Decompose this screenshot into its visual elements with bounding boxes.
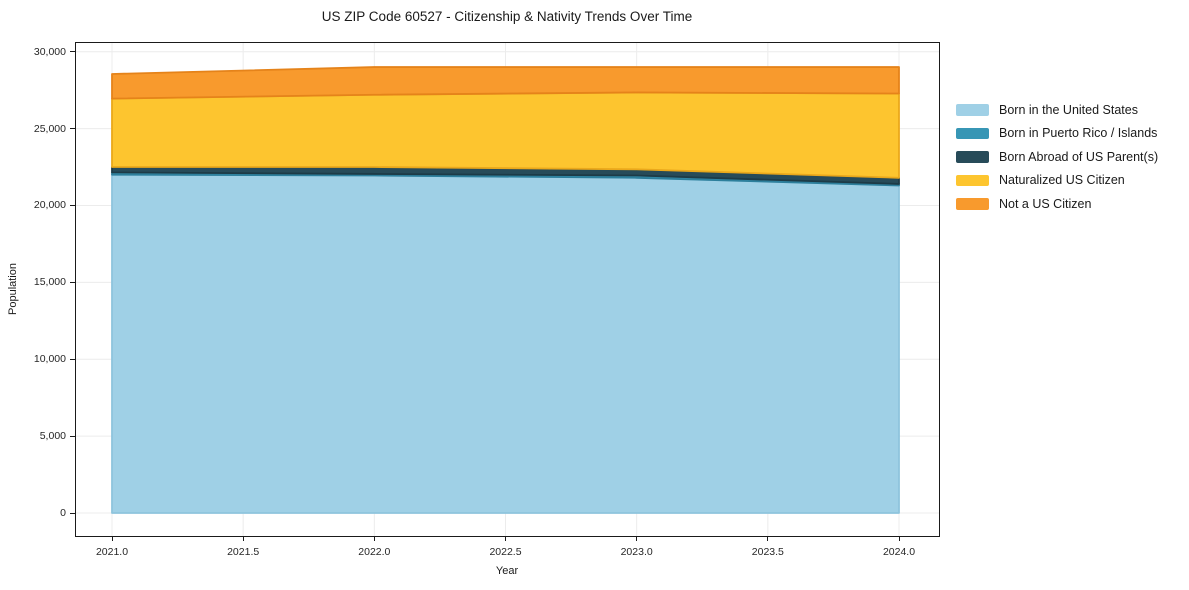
legend-swatch [956, 151, 989, 163]
y-tick-mark [70, 512, 75, 514]
x-tick-mark [636, 536, 638, 541]
x-tick-label: 2022.0 [358, 546, 391, 558]
y-tick-mark [70, 281, 75, 283]
legend-row: Born in the United States [956, 98, 1158, 122]
x-tick-mark [111, 536, 113, 541]
x-tick-mark [373, 536, 375, 541]
y-tick-label: 0 [60, 507, 66, 519]
y-tick-mark [70, 435, 75, 437]
x-tick-label: 2024.0 [882, 546, 916, 558]
legend-swatch [956, 174, 989, 186]
y-axis-label: Population [7, 263, 19, 315]
x-tick-label: 2021.0 [95, 546, 129, 558]
legend-label: Born Abroad of US Parent(s) [999, 149, 1159, 164]
y-tick-mark [70, 204, 75, 206]
legend: Born in the United States Born in Puerto … [956, 98, 1158, 216]
area-born-in-the-united-states [111, 173, 900, 514]
x-tick-mark [242, 536, 244, 541]
legend-label: Not a US Citizen [999, 196, 1092, 211]
legend-label: Naturalized US Citizen [999, 173, 1125, 188]
stacked-area-plot [76, 43, 939, 536]
y-tick-label: 30,000 [33, 45, 66, 58]
x-tick-label: 2023.5 [751, 546, 784, 558]
area-naturalized-us-citizen [111, 91, 900, 179]
area-not-a-us-citizen [111, 66, 900, 100]
legend-row: Not a US Citizen [956, 192, 1158, 216]
x-tick-mark [505, 536, 506, 541]
chart-title: US ZIP Code 60527 - Citizenship & Nativi… [321, 9, 693, 24]
x-tick-label: 2022.5 [489, 546, 522, 558]
x-axis-label: Year [495, 565, 519, 577]
legend-label: Born in the United States [999, 102, 1138, 117]
y-tick-label: 10,000 [33, 353, 66, 366]
legend-swatch [956, 198, 989, 210]
legend-row: Born Abroad of US Parent(s) [956, 145, 1158, 169]
y-tick-label: 20,000 [33, 199, 66, 212]
x-tick-label: 2023.0 [620, 546, 653, 558]
legend-row: Naturalized US Citizen [956, 169, 1158, 193]
x-tick-mark [767, 536, 769, 541]
legend-swatch [956, 127, 989, 139]
legend-label: Born in Puerto Rico / Islands [999, 126, 1158, 141]
x-tick-mark [898, 536, 900, 541]
y-tick-label: 25,000 [33, 122, 66, 135]
y-tick-mark [70, 128, 75, 130]
y-tick-label: 5,000 [39, 430, 66, 443]
y-tick-mark [70, 358, 75, 360]
legend-row: Born in Puerto Rico / Islands [956, 122, 1158, 146]
plot-area [75, 42, 940, 537]
legend-swatch [956, 104, 989, 116]
x-tick-label: 2021.5 [227, 546, 260, 558]
y-tick-mark [70, 51, 75, 53]
y-tick-label: 15,000 [33, 276, 66, 289]
